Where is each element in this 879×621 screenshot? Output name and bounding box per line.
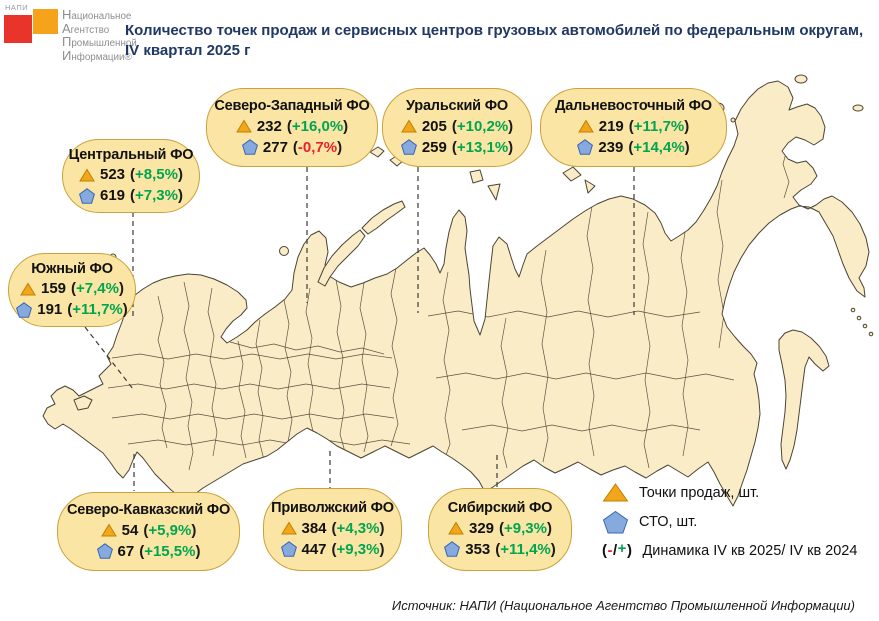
- sales-change: +9,3%: [499, 518, 552, 539]
- sales-triangle-icon: [100, 523, 117, 537]
- napi-logo-wordmark: НАПИ: [5, 3, 29, 12]
- sales-row: 205 +10,2%: [400, 116, 513, 137]
- legend: Точки продаж, шт. СТО, шт. (-/+) Динамик…: [602, 478, 862, 565]
- sto-value: 191: [37, 301, 63, 319]
- legend-pentagon-icon: [602, 510, 629, 533]
- sto-value: 619: [100, 187, 126, 205]
- callout-ural-fd: Уральский ФО 205 +10,2% 259 +13,1%: [382, 88, 532, 167]
- sto-pentagon-icon: [79, 188, 95, 204]
- sales-triangle-icon: [79, 168, 95, 182]
- sto-change: +11,7%: [67, 299, 127, 320]
- sto-value: 259: [421, 138, 447, 156]
- sales-row: 159 +7,4%: [20, 278, 124, 299]
- logo-agency-name: Национальное Агентство Промышленной Инфо…: [62, 7, 137, 63]
- legend-dynamics-icon: (-/+): [602, 540, 633, 559]
- sto-row: 447 +9,3%: [280, 539, 385, 560]
- sto-pentagon-icon: [241, 139, 258, 156]
- callout-volga-fd: Приволжский ФО 384 +4,3% 447 +9,3%: [263, 488, 402, 571]
- sto-pentagon-icon: [96, 543, 113, 560]
- legend-triangle-icon: [602, 483, 629, 502]
- sto-row: 191 +11,7%: [16, 299, 128, 320]
- sales-triangle-icon: [280, 521, 297, 535]
- sto-value: 67: [117, 542, 135, 560]
- callout-northwestern-fd: Северо-Западный ФО 232 +16,0% 277 -0,7%: [206, 88, 378, 167]
- sto-value: 239: [598, 138, 624, 156]
- sto-pentagon-icon: [444, 541, 461, 558]
- sto-row: 259 +13,1%: [400, 137, 513, 158]
- source-note: Источник: НАПИ (Национальное Агентство П…: [391, 598, 855, 613]
- sto-change: +11,4%: [495, 539, 555, 560]
- napi-logo: НАПИ Национальное Агентство Промышленной…: [2, 2, 202, 63]
- sales-triangle-icon: [235, 119, 252, 133]
- sales-value: 205: [421, 117, 447, 135]
- sto-change: +15,5%: [139, 541, 200, 562]
- sales-row: 329 +9,3%: [448, 518, 552, 539]
- sto-pentagon-icon: [400, 139, 417, 156]
- sto-row: 277 -0,7%: [241, 137, 342, 158]
- sales-change: +16,0%: [287, 116, 348, 137]
- sto-row: 239 +14,4%: [577, 137, 689, 158]
- sales-row: 54 +5,9%: [100, 520, 197, 541]
- sales-row: 384 +4,3%: [280, 518, 385, 539]
- sto-row: 67 +15,5%: [96, 541, 201, 562]
- sales-row: 523 +8,5%: [79, 164, 183, 185]
- sales-triangle-icon: [400, 119, 417, 133]
- sto-change: +9,3%: [332, 539, 385, 560]
- sales-value: 329: [469, 519, 495, 537]
- sales-value: 54: [121, 521, 139, 539]
- sales-value: 159: [41, 280, 67, 298]
- sto-pentagon-icon: [16, 302, 33, 318]
- legend-dynamics: (-/+) Динамика IV кв 2025/ IV кв 2024: [602, 540, 858, 559]
- logo-orange-square: [33, 9, 58, 34]
- islands: [73, 74, 874, 470]
- sto-row: 619 +7,3%: [79, 185, 183, 206]
- sales-value: 523: [100, 166, 126, 184]
- sto-pentagon-icon: [577, 139, 594, 156]
- legend-sales: Точки продаж, шт.: [602, 478, 862, 507]
- sales-triangle-icon: [448, 521, 464, 535]
- callout-siberian-fd: Сибирский ФО 329 +9,3% 353 +11,4%: [428, 488, 572, 571]
- sales-triangle-icon: [20, 282, 36, 296]
- sto-change: +7,3%: [130, 185, 183, 206]
- sto-pentagon-icon: [280, 541, 297, 558]
- sales-change: +10,2%: [452, 116, 513, 137]
- callout-northcaucasus-fd: Северо-Кавказский ФО 54 +5,9% 67 +15,5%: [57, 492, 240, 571]
- sales-value: 384: [301, 519, 327, 537]
- sales-change: +5,9%: [143, 520, 196, 541]
- sales-change: +11,7%: [629, 116, 689, 137]
- sto-change: +13,1%: [452, 137, 513, 158]
- sales-value: 232: [256, 117, 282, 135]
- sales-change: +8,5%: [130, 164, 183, 185]
- sto-change: -0,7%: [293, 137, 342, 158]
- callout-southern-fd: Южный ФО 159 +7,4% 191 +11,7%: [8, 253, 136, 327]
- sales-value: 219: [598, 117, 624, 135]
- sto-value: 277: [262, 138, 288, 156]
- region-borders: [107, 145, 790, 471]
- sto-value: 353: [465, 540, 491, 558]
- sto-row: 353 +11,4%: [444, 539, 556, 560]
- sto-change: +14,4%: [628, 137, 689, 158]
- legend-sto: СТО, шт.: [602, 507, 862, 536]
- sto-value: 447: [301, 540, 327, 558]
- sales-change: +4,3%: [332, 518, 385, 539]
- sales-row: 232 +16,0%: [235, 116, 348, 137]
- sales-triangle-icon: [577, 119, 594, 133]
- callout-central-fd: Центральный ФО 523 +8,5% 619 +7,3%: [62, 139, 200, 213]
- logo-red-square: [4, 15, 32, 43]
- callout-fareastern-fd: Дальневосточный ФО 219 +11,7% 239 +14,4%: [540, 88, 727, 167]
- page-title: Количество точек продаж и сервисных цент…: [125, 22, 864, 59]
- sales-row: 219 +11,7%: [577, 116, 690, 137]
- sales-change: +7,4%: [71, 278, 124, 299]
